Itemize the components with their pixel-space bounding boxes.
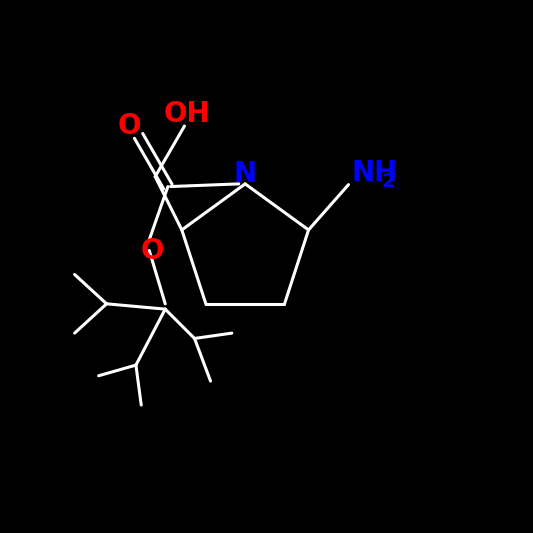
Text: OH: OH xyxy=(164,100,211,128)
Text: NH: NH xyxy=(351,159,398,187)
Text: N: N xyxy=(233,160,257,188)
Text: O: O xyxy=(117,112,141,140)
Text: 2: 2 xyxy=(382,173,395,191)
Text: O: O xyxy=(140,237,164,264)
